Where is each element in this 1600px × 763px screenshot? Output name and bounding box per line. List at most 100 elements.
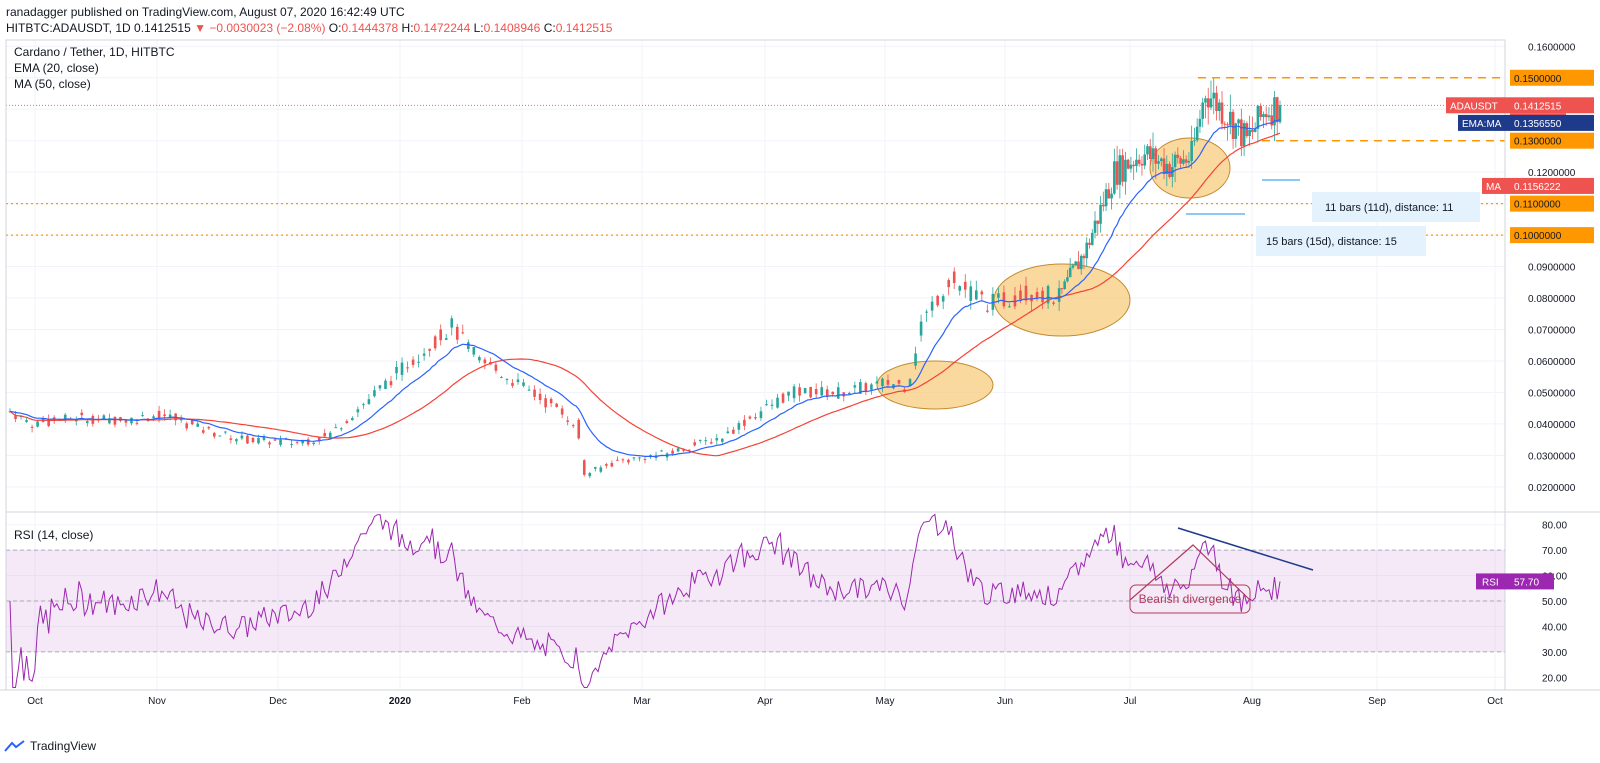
candle-body	[1262, 114, 1265, 118]
candle-body	[80, 412, 84, 416]
candle-body	[1085, 242, 1089, 259]
candle-body	[1201, 102, 1204, 119]
candle-body	[1217, 102, 1221, 112]
rsi-line	[9, 513, 1281, 688]
candle-body	[246, 435, 249, 444]
candle-body	[1154, 148, 1158, 164]
level-tag-150-bg	[1510, 69, 1594, 86]
time-tick-label: Feb	[513, 696, 531, 707]
close-value: 0.1412515	[555, 21, 613, 35]
candle-body	[36, 421, 39, 427]
candle-body	[1102, 204, 1105, 207]
candle-body	[560, 408, 564, 415]
candle-body	[848, 392, 851, 395]
candle-body	[295, 441, 299, 443]
candle-body	[522, 382, 525, 386]
candle-body	[328, 432, 332, 439]
candle-body	[1074, 261, 1077, 266]
candle-body	[1212, 92, 1216, 99]
candle-body	[732, 429, 735, 434]
price-tick-label: 0.0400000	[1528, 420, 1576, 431]
candle-body	[748, 416, 752, 419]
candle-body	[577, 419, 581, 439]
candle-body	[582, 460, 586, 475]
candle-body	[201, 430, 205, 433]
candle-body	[384, 380, 387, 389]
measure-box	[1312, 192, 1480, 222]
candle-body	[108, 418, 111, 424]
candle-body	[290, 443, 293, 445]
last-price: 0.1412515	[134, 21, 191, 35]
price-tick-label: 0.0700000	[1528, 325, 1576, 336]
candle-body	[1057, 288, 1061, 302]
candle-body	[152, 416, 155, 419]
candle-body	[86, 421, 89, 424]
candle-body	[919, 321, 923, 336]
candle-body	[1110, 193, 1113, 199]
candle-body	[963, 281, 967, 290]
candle-body	[378, 385, 382, 389]
candle-body	[444, 338, 448, 340]
candle-body	[914, 353, 917, 366]
candle-body	[566, 420, 569, 422]
candle-body	[792, 386, 796, 399]
candle-body	[588, 473, 592, 477]
price-tick-label: 0.1600000	[1528, 42, 1576, 53]
candle-body	[941, 296, 945, 302]
candle-body	[936, 295, 939, 306]
measure-box	[1256, 226, 1426, 256]
time-tick-label: 2020	[389, 696, 412, 707]
candle-body	[908, 379, 912, 386]
candle-body	[969, 286, 973, 301]
candle-body	[803, 388, 807, 394]
candle-body	[279, 439, 282, 445]
rsi-tick-label: 60.00	[1542, 572, 1567, 583]
candle-body	[671, 450, 674, 454]
time-tick-label: Mar	[633, 696, 651, 707]
divergence-label: Bearish divergence	[1139, 592, 1242, 606]
candle-body	[494, 364, 498, 371]
candle-body	[1223, 123, 1227, 125]
candle-body	[1046, 285, 1050, 304]
candle-body	[533, 389, 536, 397]
candle-body	[1013, 295, 1017, 307]
low-value: 0.1408946	[483, 21, 541, 35]
candle-body	[1159, 158, 1163, 162]
measure-label-1: 11 bars (11d), distance: 11	[1325, 202, 1453, 214]
candle-body	[1121, 155, 1124, 182]
candle-body	[1099, 204, 1102, 224]
candle-body	[1240, 119, 1243, 147]
candle-body	[897, 379, 901, 384]
candle-body	[1267, 115, 1271, 118]
candle-body	[1093, 220, 1097, 233]
candle-body	[1024, 285, 1028, 301]
consolidation-ellipse	[1149, 137, 1231, 199]
candle-body	[1019, 290, 1022, 300]
candle-body	[450, 318, 454, 328]
ma-name-tag: MA	[1486, 182, 1501, 193]
time-tick-label: Aug	[1243, 696, 1261, 707]
chart-header: ranadagger published on TradingView.com,…	[6, 4, 612, 36]
candle-body	[1104, 189, 1108, 207]
rsi-tick-label: 20.00	[1542, 673, 1567, 684]
price-tick-label: 0.0200000	[1528, 483, 1576, 494]
tradingview-footer[interactable]: TradingView	[4, 739, 96, 753]
time-tick-label: Nov	[148, 696, 166, 707]
open-label: O:	[328, 21, 342, 35]
candle-body	[1162, 158, 1166, 175]
candle-body	[196, 423, 200, 427]
time-tick-label: Jun	[997, 696, 1013, 707]
candle-body	[599, 467, 603, 472]
candle-body	[1096, 220, 1100, 224]
candle-body	[886, 380, 890, 385]
rsi-tick-label: 40.00	[1542, 622, 1567, 633]
candle-body	[439, 329, 442, 341]
candle-body	[334, 427, 338, 429]
time-tick-label: Apr	[757, 696, 773, 707]
candle-body	[776, 397, 779, 408]
candle-body	[461, 332, 465, 334]
candle-body	[765, 404, 768, 406]
candle-body	[1077, 261, 1080, 270]
candle-body	[621, 459, 625, 461]
